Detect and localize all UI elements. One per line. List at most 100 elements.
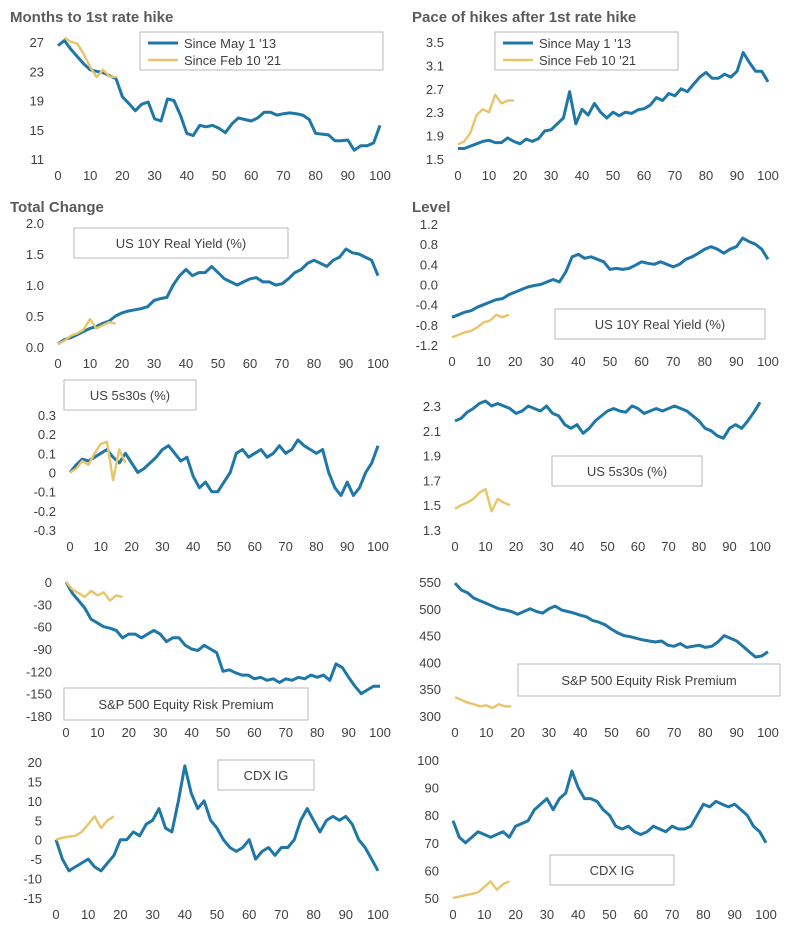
x-tick-label: 0 — [454, 168, 461, 183]
x-tick-label: 0 — [449, 907, 456, 922]
x-tick-label: 40 — [186, 539, 200, 554]
chart-panel-8: 550 500 450 400 350 300 0 10 20 30 40 50 60 70 80 90 100… — [419, 575, 781, 740]
legend-box — [494, 31, 679, 71]
x-tick-label: 40 — [179, 356, 193, 371]
y-tick-label: -0.2 — [34, 504, 56, 519]
x-tick-label: 100 — [367, 539, 389, 554]
x-tick-label: 60 — [242, 907, 256, 922]
annotation-label: S&P 500 Equity Risk Premium — [561, 673, 736, 688]
series-line-feb21 — [451, 313, 510, 339]
series-line-feb21 — [69, 440, 127, 482]
legend-box — [139, 31, 384, 71]
x-tick-label: 0 — [448, 354, 455, 369]
annotation-label: US 5s30s (%) — [587, 464, 667, 479]
series-line-may13 — [64, 581, 380, 696]
x-tick-label: 90 — [339, 356, 353, 371]
x-tick-label: 100 — [755, 907, 777, 922]
x-tick-label: 100 — [369, 168, 391, 183]
x-tick-label: 90 — [727, 907, 741, 922]
x-tick-label: 80 — [692, 539, 706, 554]
y-tick-label: 550 — [419, 575, 441, 590]
y-tick-label: 1.7 — [423, 473, 441, 488]
x-tick-label: 20 — [513, 168, 527, 183]
series-line-feb21 — [57, 317, 116, 345]
y-tick-label: 2.3 — [423, 399, 441, 414]
y-tick-label: 1.9 — [423, 449, 441, 464]
y-tick-label: 450 — [419, 629, 441, 644]
x-tick-label: 50 — [600, 539, 614, 554]
x-tick-label: 20 — [510, 725, 524, 740]
x-tick-label: 10 — [478, 539, 492, 554]
x-tick-label: 40 — [178, 907, 192, 922]
x-tick-label: 100 — [749, 539, 771, 554]
y-tick-label: 350 — [419, 682, 441, 697]
x-tick-label: 20 — [509, 539, 523, 554]
legend-label: Since May 1 '13 — [539, 36, 631, 51]
series-line-may13 — [57, 247, 380, 346]
annotation-box — [551, 455, 703, 487]
y-tick-label: -0.3 — [34, 523, 56, 538]
x-tick-label: 20 — [124, 539, 138, 554]
y-tick-label: 5 — [35, 813, 42, 828]
x-tick-label: 20 — [115, 168, 129, 183]
y-tick-label: -5 — [30, 852, 42, 867]
x-tick-label: 80 — [306, 907, 320, 922]
legend-label: Since Feb 10 '21 — [539, 53, 636, 68]
x-tick-label: 70 — [667, 725, 681, 740]
x-tick-label: 90 — [729, 354, 743, 369]
x-tick-label: 70 — [668, 168, 682, 183]
annotation-box — [517, 663, 781, 697]
y-tick-label: 90 — [425, 781, 439, 796]
y-tick-label: 300 — [419, 709, 441, 724]
y-tick-label: 3.1 — [426, 58, 444, 73]
x-tick-label: 80 — [698, 354, 712, 369]
y-tick-label: 100 — [417, 753, 439, 768]
y-tick-label: 20 — [28, 755, 42, 770]
x-tick-label: 100 — [757, 168, 779, 183]
x-tick-label: 30 — [544, 168, 558, 183]
annotation-label: CDX IG — [590, 863, 635, 878]
series-line-feb21 — [452, 880, 510, 900]
x-tick-label: 40 — [180, 168, 194, 183]
x-tick-label: 80 — [307, 356, 321, 371]
y-tick-label: 0.5 — [26, 309, 44, 324]
x-tick-label: 90 — [341, 168, 355, 183]
x-tick-label: 80 — [310, 725, 324, 740]
x-tick-label: 0 — [54, 168, 61, 183]
annotation-box — [217, 759, 315, 791]
x-tick-label: 90 — [722, 539, 736, 554]
x-tick-label: 60 — [634, 354, 648, 369]
x-tick-label: 10 — [81, 907, 95, 922]
x-tick-label: 50 — [602, 907, 616, 922]
chart-panel-7: 0 -30 -60 -90 -120 -150 -180 0 10 20 30 40 50 60 70 80 9… — [26, 575, 391, 740]
x-tick-label: 70 — [276, 168, 290, 183]
x-tick-label: 90 — [341, 725, 355, 740]
x-tick-label: 70 — [661, 539, 675, 554]
series-line-may13 — [453, 582, 769, 659]
x-tick-label: 40 — [571, 354, 585, 369]
x-tick-label: 0 — [52, 907, 59, 922]
x-tick-label: 60 — [243, 356, 257, 371]
y-tick-label: -60 — [33, 620, 52, 635]
annotation-box — [63, 687, 309, 721]
series-line-may13 — [451, 236, 770, 319]
y-tick-label: -15 — [23, 891, 42, 906]
y-tick-label: -30 — [33, 597, 52, 612]
annotation-label: S&P 500 Equity Risk Premium — [98, 697, 273, 712]
y-tick-label: -0.8 — [416, 318, 438, 333]
annotation-label: CDX IG — [244, 768, 289, 783]
x-tick-label: 20 — [508, 907, 522, 922]
x-tick-label: 0 — [451, 539, 458, 554]
x-tick-label: 50 — [216, 725, 230, 740]
x-tick-label: 30 — [540, 907, 554, 922]
y-tick-label: 1.3 — [423, 523, 441, 538]
x-tick-label: 70 — [665, 907, 679, 922]
x-tick-label: 50 — [217, 539, 231, 554]
x-tick-label: 50 — [211, 356, 225, 371]
y-tick-label: -10 — [23, 872, 42, 887]
x-tick-label: 30 — [145, 907, 159, 922]
x-tick-label: 100 — [369, 725, 391, 740]
chart-panel-5: 0.3 0.2 0.1 0 -0.1 -0.2 -0.3 0 10 20 30 40 50 60 70 80 9… — [34, 379, 389, 554]
series-line-feb21 — [55, 815, 115, 841]
